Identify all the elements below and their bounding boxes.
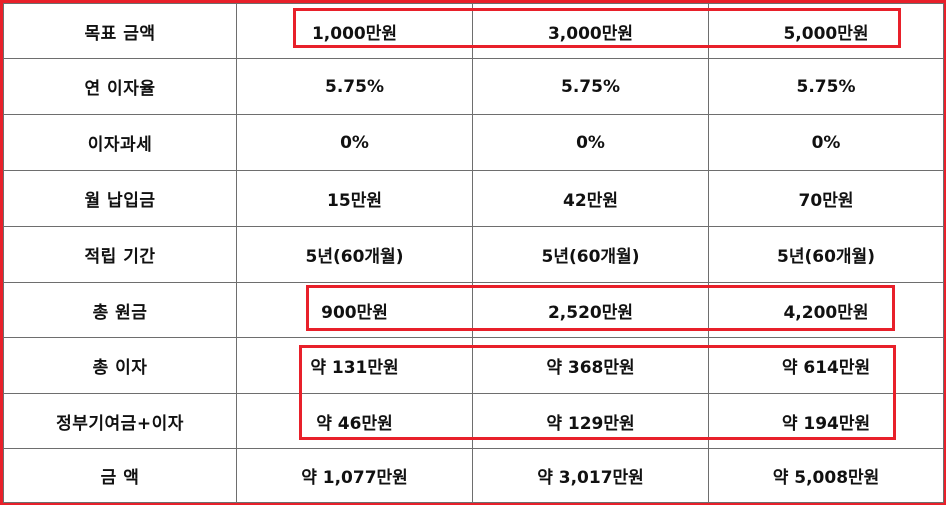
table-row: 총 이자 약 131만원 약 368만원 약 614만원 (3, 337, 944, 394)
table-cell: 약 194만원 (708, 393, 944, 449)
table-row: 연 이자율 5.75% 5.75% 5.75% (3, 58, 944, 115)
table-cell: 15만원 (236, 170, 473, 227)
table-cell: 약 131만원 (236, 337, 473, 394)
row-label: 이자과세 (3, 114, 237, 171)
table-row: 총 원금 900만원 2,520만원 4,200만원 (3, 282, 944, 338)
table-cell: 약 3,017만원 (472, 448, 709, 503)
table-row: 정부기여금+이자 약 46만원 약 129만원 약 194만원 (3, 393, 944, 449)
row-label: 월 납입금 (3, 170, 237, 227)
table-cell: 약 46만원 (236, 393, 473, 449)
table-cell: 5년(60개월) (708, 226, 944, 283)
table-row: 월 납입금 15만원 42만원 70만원 (3, 170, 944, 227)
row-label: 총 이자 (3, 337, 237, 394)
table-cell: 약 614만원 (708, 337, 944, 394)
row-label: 총 원금 (3, 282, 237, 338)
table-cell: 900만원 (236, 282, 473, 338)
table-row: 이자과세 0% 0% 0% (3, 114, 944, 171)
table-cell: 1,000만원 (236, 3, 473, 59)
table-cell: 약 5,008만원 (708, 448, 944, 503)
savings-comparison-table: 목표 금액 1,000만원 3,000만원 5,000만원 연 이자율 5.75… (3, 3, 944, 503)
row-label: 금 액 (3, 448, 237, 503)
table-cell: 70만원 (708, 170, 944, 227)
row-label: 적립 기간 (3, 226, 237, 283)
row-label: 정부기여금+이자 (3, 393, 237, 449)
table-cell: 5.75% (472, 58, 709, 115)
table-cell: 5.75% (708, 58, 944, 115)
table-row: 목표 금액 1,000만원 3,000만원 5,000만원 (3, 3, 944, 59)
table-cell: 5년(60개월) (236, 226, 473, 283)
table-cell: 0% (708, 114, 944, 171)
table-row: 금 액 약 1,077만원 약 3,017만원 약 5,008만원 (3, 448, 944, 503)
table-cell: 5,000만원 (708, 3, 944, 59)
table-cell: 약 129만원 (472, 393, 709, 449)
table-cell: 4,200만원 (708, 282, 944, 338)
table-row: 적립 기간 5년(60개월) 5년(60개월) 5년(60개월) (3, 226, 944, 283)
row-label: 목표 금액 (3, 3, 237, 59)
table-cell: 0% (236, 114, 473, 171)
table-cell: 약 1,077만원 (236, 448, 473, 503)
row-label: 연 이자율 (3, 58, 237, 115)
table-cell: 42만원 (472, 170, 709, 227)
table-cell: 2,520만원 (472, 282, 709, 338)
table-cell: 약 368만원 (472, 337, 709, 394)
table-cell: 5년(60개월) (472, 226, 709, 283)
table-cell: 0% (472, 114, 709, 171)
table-cell: 5.75% (236, 58, 473, 115)
table-cell: 3,000만원 (472, 3, 709, 59)
